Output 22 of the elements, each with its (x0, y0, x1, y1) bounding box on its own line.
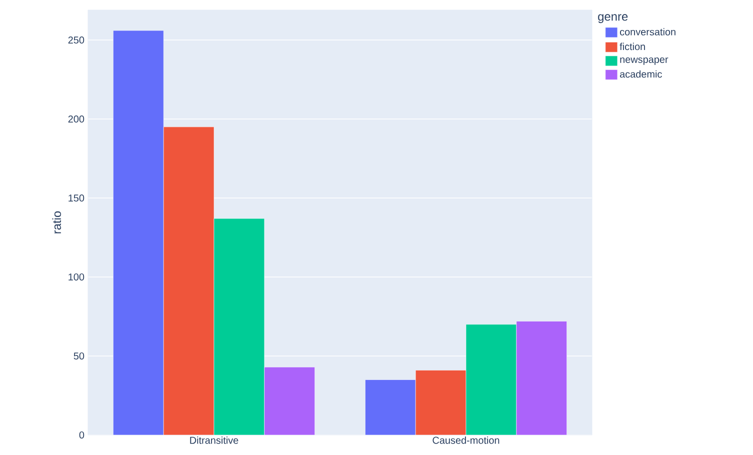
legend-label: newspaper (620, 57, 668, 65)
bar (516, 321, 567, 435)
y-axis-title: ratio (52, 211, 62, 234)
bar (365, 380, 416, 435)
bar (415, 370, 466, 435)
bar (214, 218, 265, 435)
y-tick-label: 0 (79, 431, 84, 439)
legend-title: genre (598, 14, 628, 24)
bar (163, 126, 214, 435)
bar (466, 324, 517, 435)
bar (113, 30, 164, 435)
y-tick-label: 200 (68, 115, 84, 123)
y-tick-label: 100 (68, 273, 84, 281)
legend-label: conversation (620, 28, 676, 36)
legend-label: academic (620, 70, 662, 78)
x-tick-label: Caused-motion (432, 436, 500, 444)
x-tick-label: Ditransitive (190, 436, 238, 444)
y-tick-label: 50 (74, 352, 84, 360)
bar (264, 366, 315, 435)
legend-label: fiction (620, 42, 645, 50)
y-tick-label: 250 (68, 36, 84, 44)
y-tick-label: 150 (68, 194, 84, 202)
